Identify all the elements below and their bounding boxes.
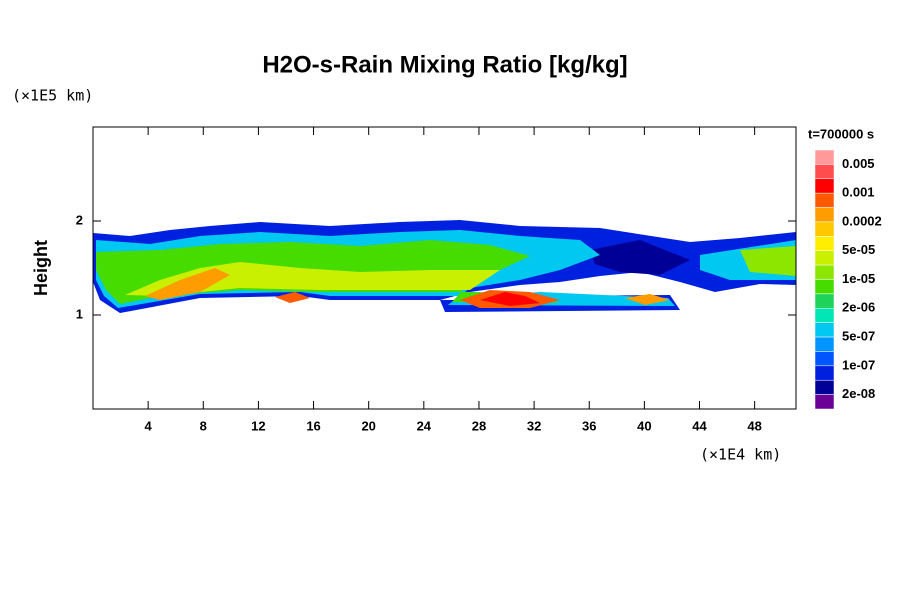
colorbar-swatch [814,149,835,165]
colorbar-label: 1e-05 [842,271,875,286]
x-tick-label: 32 [527,418,541,433]
colorbar-swatch [814,207,835,223]
colorbar-label: 1e-07 [842,357,875,372]
colorbar-swatch [814,379,835,395]
x-unit-label: (×1E4 km) [700,446,781,464]
colorbar-label: 2e-08 [842,386,875,401]
y-tick-label: 2 [76,212,83,227]
x-tick-label: 48 [747,418,761,433]
colorbar-swatch [814,351,835,367]
colorbar-swatch [814,250,835,266]
x-tick-label: 16 [306,418,320,433]
x-tick-label: 20 [361,418,375,433]
colorbar-label: 5e-07 [842,328,875,343]
colorbar-swatch [814,322,835,338]
x-tick-label: 24 [417,418,432,433]
colorbar-label: 5e-05 [842,242,875,257]
contour-region [625,294,670,305]
colorbar-label: 2e-06 [842,300,875,315]
x-tick-label: 4 [145,418,153,433]
x-tick-label: 44 [692,418,707,433]
colorbar-swatch [814,236,835,251]
colorbar-swatch [814,178,835,194]
colorbar-swatch [814,164,835,180]
y-unit-label: (×1E5 km) [12,87,93,105]
colorbar-swatch [814,394,835,410]
contour-region [740,246,796,276]
x-tick-label: 12 [251,418,265,433]
x-tick-label: 28 [472,418,486,433]
contour-field [93,220,796,313]
time-label: t=700000 s [808,126,874,141]
colorbar-label: 0.001 [842,185,875,200]
colorbar-swatch [814,365,835,381]
contour-region [145,268,230,300]
colorbar-swatch [814,279,835,295]
x-tick-label: 8 [200,418,207,433]
colorbar-swatch [814,192,835,208]
x-tick-label: 36 [582,418,596,433]
chart-title: H2O-s-Rain Mixing Ratio [kg/kg] [262,51,627,78]
colorbar-swatch [814,221,835,237]
plot-frame [92,126,797,410]
contour-region [480,292,540,306]
colorbar-label: 0.005 [842,156,875,171]
colorbar-swatch [814,293,835,309]
y-tick-label: 1 [76,306,83,321]
x-tick-label: 40 [637,418,651,433]
y-axis-label: Height [31,240,51,296]
colorbar-swatch [814,264,835,280]
contour-region [275,292,310,303]
contour-region [590,240,690,275]
colorbar-swatch [814,336,835,352]
colorbar-swatch [814,308,835,323]
colorbar-label: 0.0002 [842,213,882,228]
